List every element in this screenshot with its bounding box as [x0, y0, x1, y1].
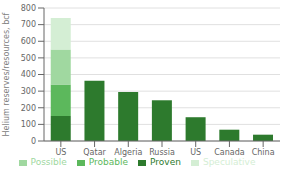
svg-text:300: 300	[21, 87, 36, 96]
html-text:Speculative: Speculative	[202, 157, 256, 167]
svg-text:600: 600	[21, 37, 36, 46]
svg-text:400: 400	[21, 70, 36, 79]
svg-text:Qatar: Qatar	[83, 148, 106, 157]
html-text:Possible: Possible	[30, 157, 67, 167]
svg-text:100: 100	[21, 120, 36, 129]
svg-text:China: China	[252, 148, 275, 157]
svg-text:0: 0	[31, 137, 36, 146]
svg-text:US: US	[190, 148, 201, 157]
svg-text:Russia: Russia	[149, 148, 175, 157]
svg-text:Algeria: Algeria	[114, 148, 142, 157]
svg-text:500: 500	[21, 54, 36, 63]
svg-text:700: 700	[21, 20, 36, 29]
svg-text:US: US	[55, 148, 66, 157]
svg-text:200: 200	[21, 104, 36, 113]
svg-text:Canada: Canada	[214, 148, 245, 157]
html-text:Proven: Proven	[150, 157, 181, 167]
svg-text:800: 800	[21, 4, 36, 13]
svg-text:Helium reserves/resources, bcf: Helium reserves/resources, bcf	[8, 12, 11, 136]
html-text:Probable: Probable	[88, 157, 129, 167]
